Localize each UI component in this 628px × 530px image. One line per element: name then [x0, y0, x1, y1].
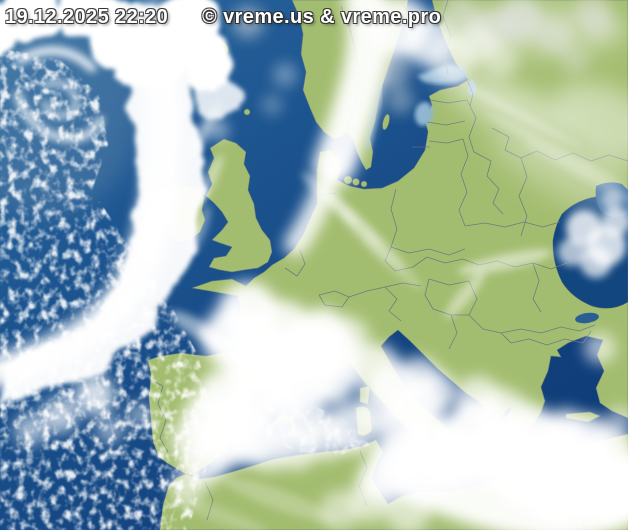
copyright-label: © vreme.us & vreme.pro	[202, 6, 442, 28]
black-sea-clouds	[558, 190, 628, 278]
central-europe-clouds	[170, 282, 458, 504]
timestamp-label: 19.12.2025 22:20	[5, 6, 169, 28]
cyclone-swirl	[14, 46, 104, 143]
haze-northeast	[232, 0, 616, 114]
scandinavia-band	[262, 0, 518, 256]
great-britain	[205, 138, 273, 273]
cirrus-streaks	[169, 81, 628, 530]
gulf-of-riga	[414, 102, 434, 126]
sea-of-marmara	[575, 312, 599, 324]
south-east-cloud-mass	[320, 332, 628, 530]
shetland	[243, 108, 251, 116]
front-tail-fringes	[14, 120, 228, 446]
gotland	[382, 113, 390, 131]
